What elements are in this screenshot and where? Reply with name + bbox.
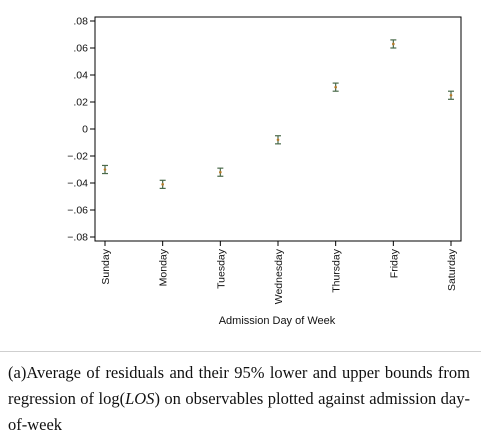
data-point-3 <box>276 138 280 142</box>
x-tick-label-6: Saturday <box>446 248 458 291</box>
error-bar-3 <box>275 135 281 145</box>
caption-prefix: (a)Average of residuals and their 95% lo… <box>8 363 470 408</box>
y-tick-label-0: −.08 <box>67 232 88 244</box>
data-point-2 <box>219 170 222 174</box>
error-bar-6 <box>448 90 454 100</box>
plot-frame <box>94 16 462 242</box>
error-bar-5 <box>390 39 397 49</box>
y-axis: −.08 −.06 −.04 −.02 0 .02 .04 .06 .08 <box>67 16 95 244</box>
y-tick-label-8: .08 <box>73 16 88 28</box>
x-axis-title: Admission Day of Week <box>219 315 336 327</box>
y-tick-label-1: −.06 <box>67 205 88 217</box>
data-point-5 <box>392 42 395 46</box>
data-point-0 <box>103 168 107 171</box>
data-point-6 <box>449 93 453 97</box>
y-tick-label-7: .06 <box>73 43 88 55</box>
figure-caption: (a)Average of residuals and their 95% lo… <box>8 360 470 438</box>
x-axis: Sunday Monday Tuesday Wednesday Thursday Frid… <box>100 241 458 304</box>
error-bar-2 <box>217 167 224 177</box>
y-tick-label-6: .04 <box>73 70 88 82</box>
x-tick-label-5: Friday <box>388 248 400 278</box>
y-tick-label-2: −.04 <box>67 178 88 190</box>
data-marks <box>102 39 454 189</box>
x-tick-label-4: Thursday <box>331 248 343 293</box>
caption-suffix: ) on observables plotted against admissi… <box>8 389 470 434</box>
data-point-4 <box>334 85 337 89</box>
error-bar-0 <box>102 164 108 175</box>
x-tick-label-3: Wednesday <box>273 248 285 304</box>
caption-math: LOS <box>125 389 155 408</box>
y-tick-label-4: 0 <box>82 124 88 136</box>
data-point-1 <box>161 183 164 186</box>
error-bar-1 <box>159 179 166 189</box>
caption-separator <box>0 351 481 352</box>
error-bar-chart: −.08 −.06 −.04 −.02 0 .02 .04 .06 .08 Sunday Mond… <box>67 16 462 327</box>
x-tick-label-2: Tuesday <box>215 248 227 289</box>
error-bar-4 <box>332 82 339 92</box>
y-tick-label-5: .02 <box>73 97 88 109</box>
y-tick-label-3: −.02 <box>67 151 88 163</box>
x-tick-label-0: Sunday <box>100 248 112 284</box>
x-tick-label-1: Monday <box>158 248 170 286</box>
